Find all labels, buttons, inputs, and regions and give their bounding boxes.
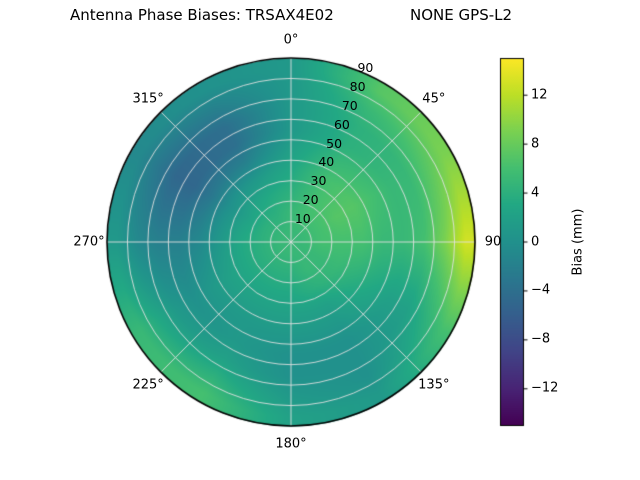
r-tick-label-60: 60: [333, 116, 350, 132]
colorbar-axis-label: Bias (mm): [570, 208, 586, 276]
cbar-tick-label-0: 0: [531, 234, 540, 249]
r-tick-label-50: 50: [326, 135, 343, 151]
r-tick-label-10: 10: [294, 210, 311, 226]
r-tick-label-40: 40: [318, 154, 335, 170]
theta-tick-label-45: 45°: [422, 91, 446, 107]
cbar-tick-label-4: 4: [531, 185, 540, 201]
cbar-tick-label-12: 12: [531, 87, 548, 103]
r-tick-label-80: 80: [349, 78, 366, 94]
theta-tick-label-0: 0°: [283, 32, 299, 48]
theta-tick-label-315: 315°: [132, 91, 164, 107]
r-tick-label-20: 20: [302, 191, 319, 207]
cbar-tick-label--4: −4: [531, 282, 551, 298]
r-tick-label-90: 90: [357, 59, 374, 75]
r-tick-label-30: 30: [310, 173, 327, 189]
chart-title: Antenna Phase Biases: TRSAX4E02 NONE GPS…: [69, 6, 513, 24]
r-tick-label-70: 70: [341, 97, 358, 113]
theta-tick-label-225: 225°: [132, 377, 164, 393]
theta-tick-label-90: 90: [484, 234, 502, 250]
cbar-tick-label--8: −8: [531, 331, 551, 347]
cbar-tick-label-8: 8: [531, 136, 540, 152]
theta-tick-label-135: 135°: [418, 377, 450, 393]
theta-tick-label-270: 270°: [73, 234, 105, 250]
theta-tick-label-180: 180°: [275, 436, 307, 452]
cbar-tick-label--12: −12: [531, 380, 559, 396]
